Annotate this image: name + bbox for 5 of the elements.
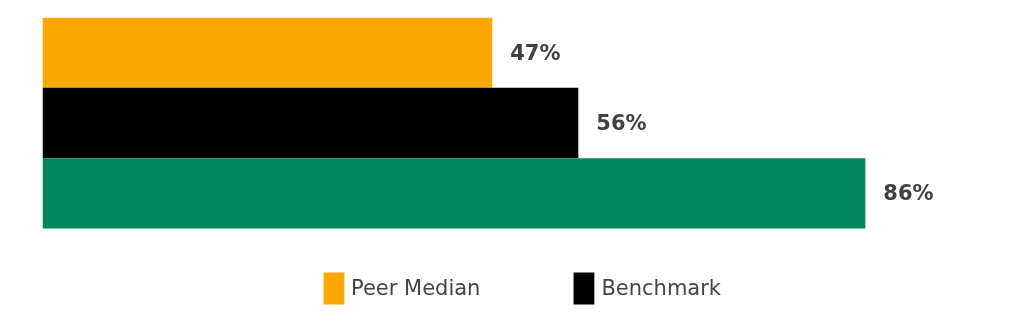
data-label: 56% [596,111,647,136]
legend-label: Benchmark [601,276,722,300]
data-label: 47% [510,40,561,65]
legend-label: Peer Median [350,276,481,300]
data-label: 86% [883,181,934,206]
